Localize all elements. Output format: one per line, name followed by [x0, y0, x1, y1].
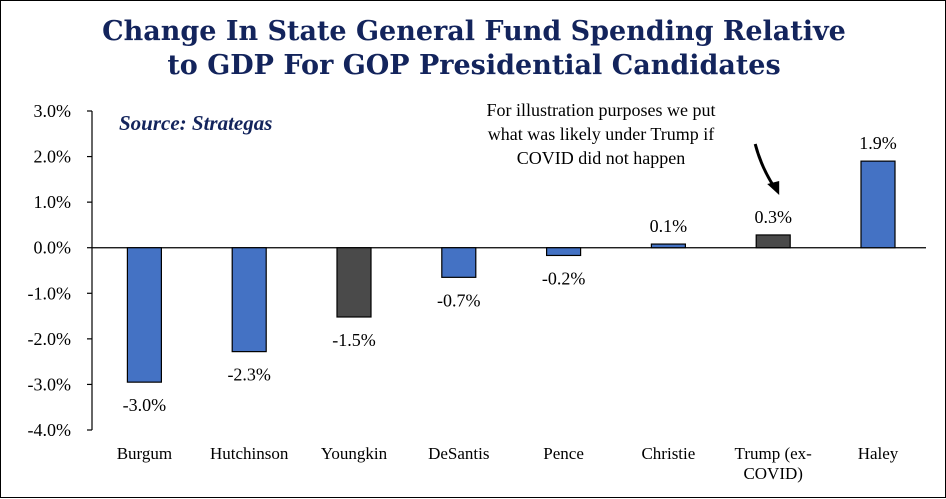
y-tick-label: 2.0%: [34, 147, 72, 167]
y-tick-label: -3.0%: [28, 374, 72, 394]
bar: [442, 248, 476, 278]
annotation-arrowhead: [767, 181, 779, 195]
bar: [861, 161, 895, 248]
data-label: -0.7%: [437, 290, 481, 310]
bar: [547, 248, 581, 256]
bar: [232, 248, 266, 352]
y-tick-label: 3.0%: [34, 101, 72, 121]
data-label: -1.5%: [332, 330, 376, 350]
bar: [127, 248, 161, 382]
x-category-label: Trump (ex-: [735, 444, 813, 463]
y-tick-label: -4.0%: [28, 420, 72, 440]
data-label: 1.9%: [859, 133, 897, 153]
data-label: -2.3%: [227, 365, 271, 385]
bar: [651, 244, 685, 248]
x-category-label: Hutchinson: [210, 444, 289, 463]
x-category-label: Pence: [543, 444, 584, 463]
x-category-label: DeSantis: [428, 444, 489, 463]
bar: [756, 235, 790, 248]
data-label: 0.3%: [754, 207, 792, 227]
y-tick-label: 1.0%: [34, 192, 72, 212]
x-category-label: Youngkin: [321, 444, 388, 463]
data-label: -0.2%: [542, 268, 586, 288]
y-tick-label: -2.0%: [28, 329, 72, 349]
y-tick-label: -1.0%: [28, 283, 72, 303]
x-category-label: Christie: [641, 444, 695, 463]
y-tick-label: 0.0%: [34, 238, 72, 258]
data-label: 0.1%: [650, 216, 688, 236]
x-category-label: COVID): [743, 464, 803, 483]
data-label: -3.0%: [123, 395, 167, 415]
bar: [337, 248, 371, 317]
x-category-label: Haley: [858, 444, 899, 463]
annotation-arrow: [755, 144, 774, 187]
x-category-label: Burgum: [117, 444, 172, 463]
